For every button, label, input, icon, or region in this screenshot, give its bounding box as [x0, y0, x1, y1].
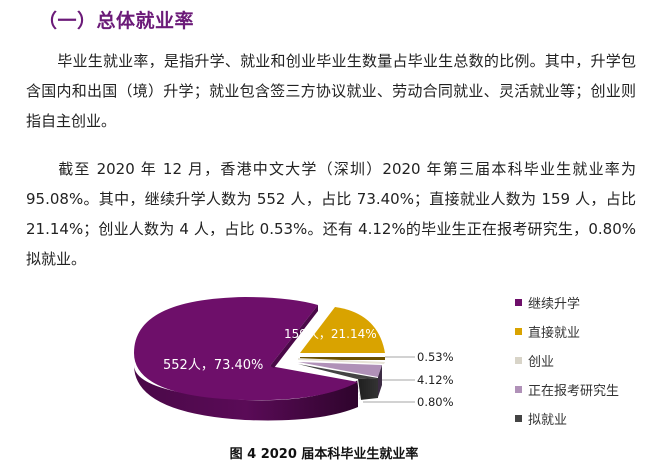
- label-startup: 0.53%: [417, 350, 454, 364]
- paragraph-definition: 毕业生就业率，是指升学、就业和创业毕业生数量占毕业生总数的比例。其中，升学包含国…: [26, 46, 636, 136]
- slice-exam-prep: [298, 362, 382, 377]
- legend-swatch-icon: [515, 386, 522, 393]
- legend-label: 直接就业: [528, 326, 581, 341]
- legend-item-startup: 创业: [515, 346, 619, 375]
- slice-further-study: [134, 297, 358, 401]
- slice-employed: [300, 307, 385, 353]
- legend-item-planning: 拟就业: [515, 404, 619, 433]
- legend-item-further-study: 继续升学: [515, 288, 619, 317]
- legend-item-employed: 直接就业: [515, 317, 619, 346]
- section-heading: （一）总体就业率: [38, 10, 195, 32]
- legend-swatch-icon: [515, 328, 522, 335]
- legend-item-exam-prep: 正在报考研究生: [515, 375, 619, 404]
- label-employed: 159人，21.14%: [284, 327, 377, 341]
- slice-further-study-side: [134, 365, 358, 421]
- legend-label: 创业: [528, 355, 555, 370]
- figure-caption: 图 4 2020 届本科毕业生就业率: [229, 447, 419, 462]
- legend-label: 继续升学: [528, 297, 581, 312]
- pie-chart-graphic: 552人，73.40% 159人，21.14% 0.53% 4.12% 0.80…: [134, 297, 454, 421]
- legend-swatch-icon: [515, 357, 522, 364]
- paragraph-statistics: 截至 2020 年 12 月，香港中文大学（深圳）2020 年第三届本科毕业生就…: [26, 154, 636, 274]
- label-planning: 0.80%: [417, 395, 454, 409]
- pie-chart: 552人，73.40% 159人，21.14% 0.53% 4.12% 0.80…: [120, 285, 500, 435]
- chart-legend: 继续升学 直接就业 创业 正在报考研究生 拟就业: [515, 288, 619, 433]
- legend-label: 拟就业: [528, 413, 568, 428]
- legend-swatch-icon: [515, 299, 522, 306]
- slice-startup: [298, 358, 385, 364]
- slice-planning: [298, 364, 378, 379]
- legend-label: 正在报考研究生: [528, 384, 620, 399]
- label-further-study: 552人，73.40%: [163, 358, 263, 373]
- paragraph-statistics-text: 截至 2020 年 12 月，香港中文大学（深圳）2020 年第三届本科毕业生就…: [26, 160, 636, 268]
- label-exam-prep: 4.12%: [417, 373, 454, 387]
- paragraph-definition-text: 毕业生就业率，是指升学、就业和创业毕业生数量占毕业生总数的比例。其中，升学包含国…: [26, 52, 636, 130]
- legend-swatch-icon: [515, 415, 522, 422]
